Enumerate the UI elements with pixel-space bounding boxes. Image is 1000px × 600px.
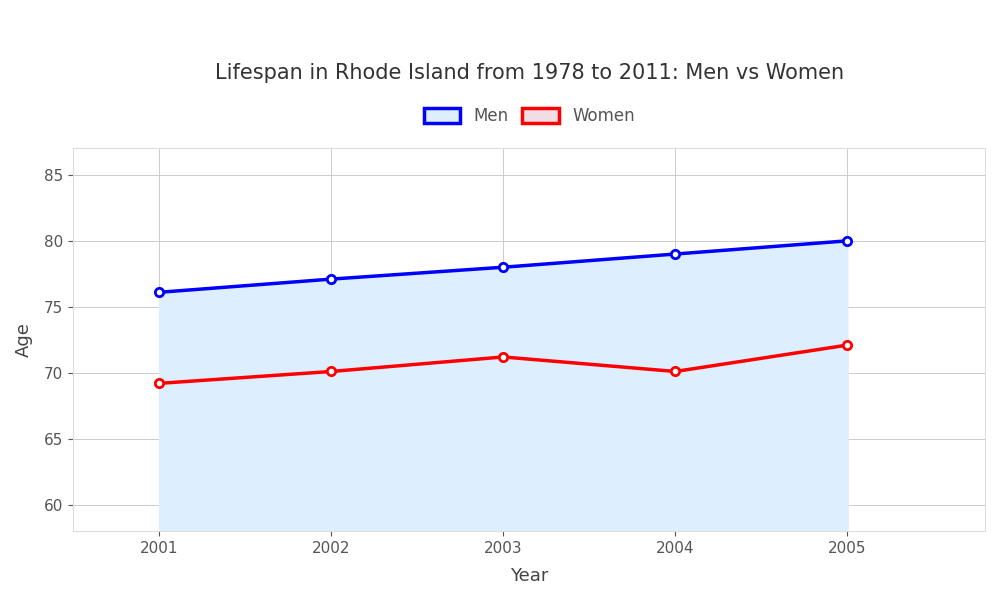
Title: Lifespan in Rhode Island from 1978 to 2011: Men vs Women: Lifespan in Rhode Island from 1978 to 20…: [215, 63, 844, 83]
X-axis label: Year: Year: [510, 567, 548, 585]
Legend: Men, Women: Men, Women: [424, 107, 635, 125]
Y-axis label: Age: Age: [15, 322, 33, 357]
